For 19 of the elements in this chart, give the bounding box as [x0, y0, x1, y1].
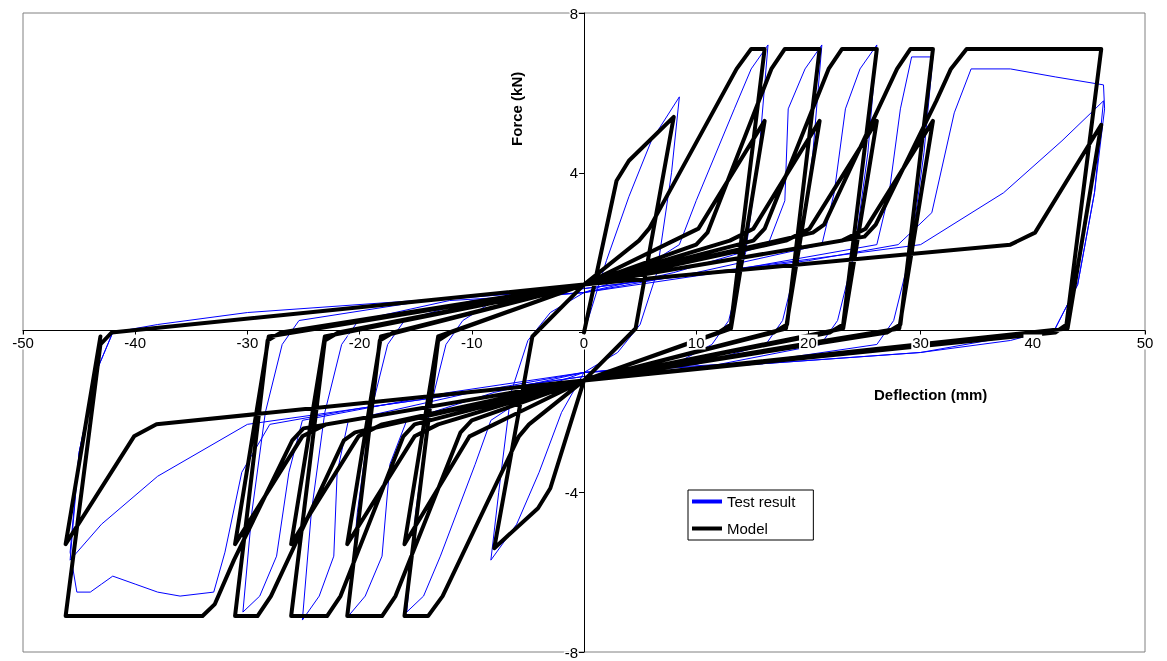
x-axis-title: Deflection (mm)	[874, 385, 988, 403]
x-tick-label: -50	[12, 333, 34, 351]
x-tick-label: -20	[348, 333, 371, 351]
x-tick-label: 0	[579, 333, 589, 351]
x-tick-label: -10	[460, 333, 483, 351]
x-tick-label: 10	[687, 333, 705, 351]
x-tick-label: 30	[912, 333, 929, 351]
y-tick-label: 8	[569, 4, 578, 22]
x-tick-label: 50	[1136, 333, 1154, 351]
x-tick-label: 40	[1024, 333, 1042, 351]
y-axis-title: Force (kN)	[508, 71, 526, 146]
legend-label: Test result	[727, 493, 797, 510]
x-tick-label: -40	[124, 333, 147, 351]
y-tick-label: 4	[569, 164, 578, 182]
x-tick-label: -30	[236, 333, 259, 351]
legend-label: Model	[727, 520, 768, 537]
y-tick-label: -4	[564, 483, 578, 501]
y-tick-label: -8	[564, 643, 578, 661]
x-tick-label: 20	[800, 333, 817, 351]
